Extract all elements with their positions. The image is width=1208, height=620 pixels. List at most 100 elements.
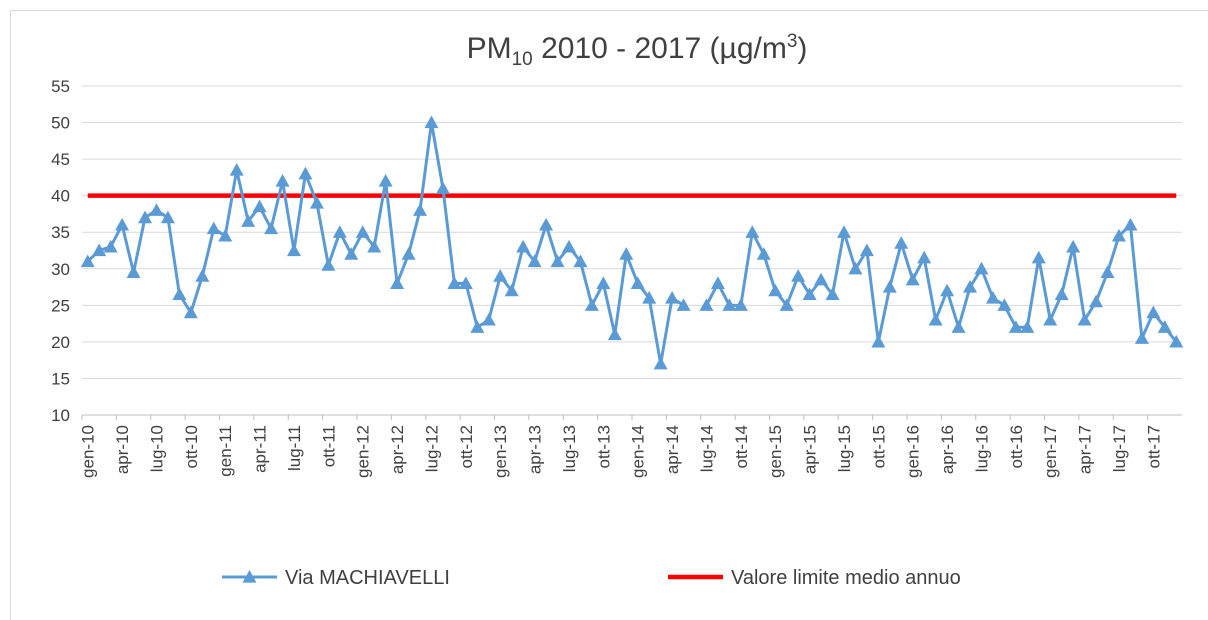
point-marker	[80, 254, 95, 268]
point-marker	[859, 243, 874, 257]
point-marker	[1157, 320, 1172, 333]
y-tick-label: 10	[51, 406, 70, 425]
x-tick-label: gen-12	[354, 425, 373, 478]
x-tick-label: gen-15	[766, 425, 785, 478]
point-marker	[160, 210, 175, 224]
y-tick-label: 15	[51, 369, 70, 388]
title-part: )	[797, 32, 807, 65]
point-marker	[298, 166, 313, 180]
point-marker	[183, 305, 198, 319]
point-marker	[527, 254, 542, 268]
point-marker	[447, 276, 462, 289]
point-marker	[481, 312, 496, 326]
x-tick-label: apr-13	[526, 425, 545, 474]
point-marker	[390, 276, 405, 289]
x-tick-label: apr-12	[388, 425, 407, 474]
point-marker	[1054, 287, 1069, 300]
point-marker	[367, 239, 382, 253]
x-tick-label: apr-17	[1076, 425, 1095, 474]
point-marker	[229, 163, 244, 176]
legend-marker	[242, 570, 257, 583]
point-marker	[286, 243, 301, 257]
point-marker	[332, 225, 347, 238]
point-marker	[963, 280, 978, 293]
point-marker	[951, 320, 966, 333]
x-tick-label: apr-11	[251, 425, 270, 473]
point-marker	[1077, 312, 1092, 326]
x-tick-label: ott-12	[457, 425, 476, 468]
point-marker	[92, 243, 107, 257]
y-tick-label: 45	[51, 150, 70, 169]
point-marker	[401, 247, 416, 260]
point-marker	[596, 276, 611, 289]
point-marker	[264, 221, 279, 235]
point-marker	[791, 269, 806, 282]
x-tick-label: lug-17	[1110, 425, 1129, 472]
point-marker	[413, 203, 428, 216]
point-marker	[699, 298, 714, 311]
point-marker	[1031, 250, 1046, 264]
x-tick-label: apr-14	[663, 425, 682, 474]
point-marker	[779, 298, 794, 311]
title-part: PM	[467, 32, 512, 65]
point-marker	[756, 247, 771, 260]
point-marker	[458, 276, 473, 289]
point-marker	[665, 291, 680, 304]
point-marker	[940, 283, 955, 297]
point-marker	[871, 334, 886, 348]
point-marker	[1169, 334, 1184, 348]
point-marker	[825, 287, 840, 300]
x-tick-label: apr-15	[801, 425, 820, 474]
point-marker	[309, 195, 324, 209]
point-marker	[642, 291, 657, 304]
title-part: 2010 - 2017 (µg/m	[533, 32, 787, 65]
point-marker	[768, 283, 783, 297]
point-marker	[1020, 320, 1035, 333]
y-tick-label: 25	[51, 296, 70, 315]
point-marker	[115, 217, 130, 231]
x-tick-label: ott-10	[182, 425, 201, 468]
chart-title: PM10 2010 - 2017 (µg/m3)	[467, 31, 808, 70]
x-tick-label: lug-15	[835, 425, 854, 472]
point-marker	[1146, 305, 1161, 319]
y-tick-label: 20	[51, 333, 70, 352]
point-marker	[745, 225, 760, 238]
title-part: 3	[787, 31, 798, 52]
point-marker	[882, 280, 897, 293]
point-marker	[619, 247, 634, 260]
x-tick-label: apr-16	[938, 425, 957, 474]
point-marker	[435, 181, 450, 194]
point-marker	[149, 203, 164, 216]
point-marker	[138, 210, 153, 224]
point-marker	[378, 174, 393, 187]
point-marker	[1089, 294, 1104, 308]
x-tick-label: ott-14	[732, 425, 751, 468]
y-tick-label: 55	[51, 77, 70, 96]
point-marker	[516, 239, 531, 253]
x-tick-label: gen-11	[216, 425, 235, 477]
x-tick-label: lug-10	[147, 425, 166, 472]
point-marker	[355, 225, 370, 238]
point-marker	[470, 320, 485, 333]
point-marker	[985, 291, 1000, 304]
y-tick-label: 40	[51, 187, 70, 206]
x-tick-label: ott-13	[594, 425, 613, 468]
point-marker	[997, 298, 1012, 311]
x-tick-label: ott-11	[319, 425, 338, 467]
point-marker	[1111, 228, 1126, 242]
x-tick-label: ott-15	[869, 425, 888, 468]
point-marker	[1043, 312, 1058, 326]
point-marker	[126, 265, 141, 279]
x-tick-label: gen-14	[629, 425, 648, 478]
x-tick-label: ott-17	[1144, 425, 1163, 468]
point-marker	[653, 356, 668, 370]
point-marker	[676, 298, 691, 311]
x-tick-label: lug-14	[697, 425, 716, 472]
x-tick-label: lug-16	[972, 425, 991, 472]
x-tick-label: lug-13	[560, 425, 579, 472]
point-marker	[928, 312, 943, 326]
point-marker	[802, 287, 817, 300]
point-marker	[241, 214, 256, 227]
y-tick-label: 50	[51, 114, 70, 133]
point-marker	[630, 276, 645, 289]
